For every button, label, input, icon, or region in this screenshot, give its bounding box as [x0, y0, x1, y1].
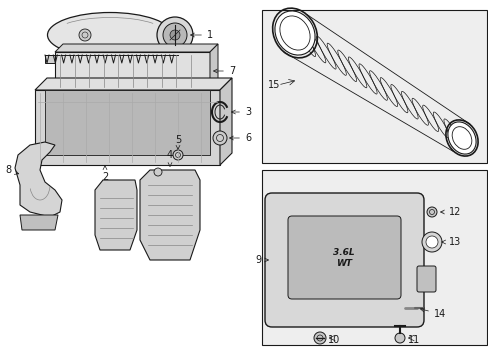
Circle shape	[426, 207, 436, 217]
Polygon shape	[220, 78, 231, 165]
Text: 6: 6	[229, 133, 250, 143]
Text: 4: 4	[166, 150, 173, 166]
Circle shape	[79, 29, 91, 41]
Ellipse shape	[274, 11, 314, 55]
Text: 10: 10	[327, 335, 340, 345]
Ellipse shape	[279, 16, 309, 50]
Ellipse shape	[447, 122, 475, 154]
Circle shape	[394, 333, 404, 343]
Polygon shape	[15, 142, 62, 217]
Bar	[262, 10, 486, 163]
Circle shape	[163, 23, 186, 47]
Circle shape	[421, 232, 441, 252]
Circle shape	[173, 150, 183, 160]
Text: 11: 11	[407, 335, 419, 345]
Text: 14: 14	[420, 308, 445, 319]
Text: 3: 3	[231, 107, 250, 117]
Text: 7: 7	[213, 66, 235, 76]
Circle shape	[170, 30, 180, 40]
Text: 5: 5	[175, 135, 181, 149]
Bar	[45, 90, 209, 155]
Bar	[262, 170, 486, 345]
Circle shape	[154, 168, 162, 176]
Bar	[35, 90, 220, 165]
Ellipse shape	[451, 127, 471, 149]
Polygon shape	[95, 180, 137, 250]
Text: 13: 13	[441, 237, 460, 247]
Circle shape	[313, 332, 325, 344]
Polygon shape	[35, 78, 231, 90]
Text: 8: 8	[5, 165, 19, 175]
Bar	[45, 55, 178, 63]
Text: 12: 12	[440, 207, 460, 217]
Ellipse shape	[47, 13, 172, 58]
Circle shape	[425, 236, 437, 248]
Text: 9: 9	[254, 255, 268, 265]
Circle shape	[157, 17, 193, 53]
FancyBboxPatch shape	[264, 193, 423, 327]
Text: 2: 2	[102, 166, 108, 182]
Text: 1: 1	[190, 30, 213, 40]
Polygon shape	[20, 215, 58, 230]
Polygon shape	[140, 170, 200, 260]
Text: 15: 15	[267, 80, 280, 90]
FancyBboxPatch shape	[287, 216, 400, 299]
FancyBboxPatch shape	[416, 266, 435, 292]
Text: 3.6L
WT: 3.6L WT	[332, 248, 354, 268]
Polygon shape	[55, 44, 218, 52]
Circle shape	[213, 131, 226, 145]
Polygon shape	[209, 44, 218, 90]
Bar	[55, 52, 209, 90]
